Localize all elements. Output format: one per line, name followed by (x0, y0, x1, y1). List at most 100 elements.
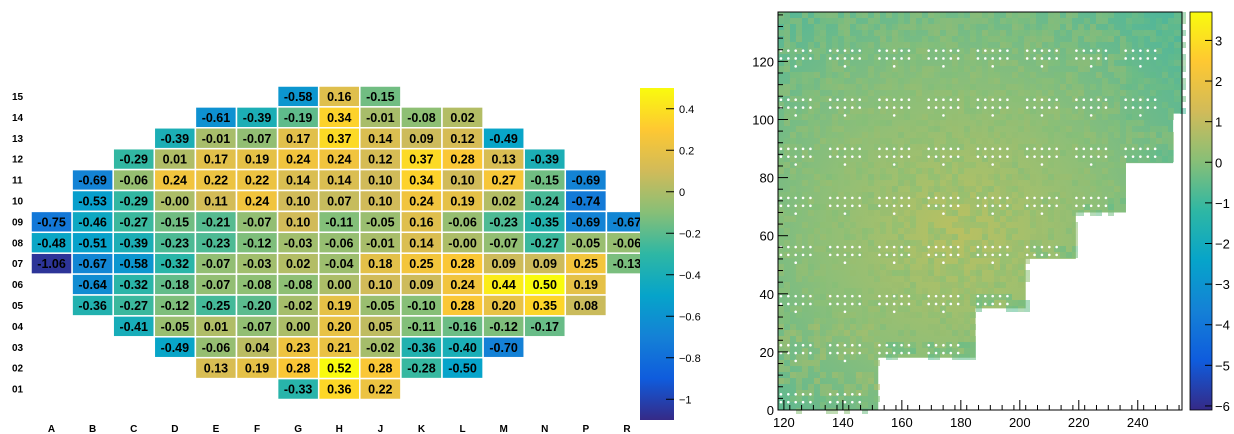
map-pixel (952, 282, 958, 288)
map-pixel (802, 126, 808, 132)
map-pixel (1096, 108, 1102, 114)
map-pixel (958, 18, 964, 24)
cell-value: 0.28 (450, 257, 474, 271)
map-pixel (892, 144, 898, 150)
map-pixel (790, 252, 796, 258)
map-pixel (1018, 78, 1024, 84)
map-pixel (1030, 24, 1036, 30)
map-pixel (898, 42, 904, 48)
map-pixel (844, 72, 850, 78)
map-pixel (1108, 210, 1114, 216)
map-pixel (868, 42, 874, 48)
map-frame (777, 11, 1183, 411)
map-pixel (934, 354, 940, 360)
map-pixel (964, 186, 970, 192)
map-pixel (946, 198, 952, 204)
map-pixel (976, 18, 982, 24)
map-pixel (916, 12, 922, 18)
map-pixel (898, 282, 904, 288)
map-pixel (946, 162, 952, 168)
map-dot (851, 400, 854, 404)
map-pixel (808, 126, 814, 132)
map-pixel (1072, 180, 1078, 186)
map-pixel (1150, 90, 1156, 96)
map-dot (1104, 155, 1108, 158)
map-pixel (832, 372, 838, 378)
map-pixel (820, 342, 826, 348)
map-pixel (1132, 150, 1138, 156)
map-pixel (952, 156, 958, 162)
map-pixel (844, 330, 850, 336)
map-pixel (1156, 84, 1162, 90)
map-pixel (1120, 78, 1126, 84)
map-pixel (820, 348, 826, 354)
map-pixel (988, 294, 994, 300)
map-pixel (910, 126, 916, 132)
map-pixel (1030, 90, 1036, 96)
map-pixel (946, 36, 952, 42)
map-pixel (1006, 12, 1012, 18)
map-dot (809, 253, 812, 257)
map-dot (787, 147, 790, 151)
map-pixel (844, 384, 850, 390)
map-pixel (892, 186, 898, 192)
map-pixel (862, 234, 868, 240)
map-pixel (796, 396, 802, 402)
map-dot (1146, 155, 1150, 158)
map-pixel (838, 192, 844, 198)
map-pixel (958, 138, 964, 144)
map-dot (809, 106, 812, 109)
map-pixel (1036, 126, 1042, 132)
map-pixel (1048, 216, 1054, 222)
cell-value: -0.29 (120, 194, 149, 208)
cell-value: -0.01 (202, 132, 231, 146)
map-pixel (862, 156, 868, 162)
map-pixel (814, 336, 820, 342)
map-pixel (868, 198, 874, 204)
map-dot (900, 196, 903, 200)
cell-value: -0.12 (161, 299, 190, 313)
map-pixel (916, 48, 922, 54)
map-pixel (838, 126, 844, 132)
map-dot (1025, 147, 1029, 151)
map-pixel (946, 18, 952, 24)
cell-value: 0.14 (409, 236, 433, 250)
cell-value: -0.00 (448, 236, 477, 250)
map-pixel (1168, 138, 1174, 144)
map-pixel (1042, 138, 1048, 144)
map-pixel (784, 210, 790, 216)
map-pixel (970, 216, 976, 222)
map-dot (1097, 204, 1100, 208)
map-dot (934, 253, 938, 257)
map-pixel (988, 36, 994, 42)
map-pixel (832, 18, 838, 24)
map-pixel (784, 30, 790, 36)
map-pixel (826, 306, 832, 312)
map-pixel (922, 306, 928, 312)
cell-value: -0.05 (572, 236, 601, 250)
map-pixel (994, 72, 1000, 78)
map-pixel (928, 354, 934, 360)
cell-value: -0.07 (489, 236, 518, 250)
map-pixel (868, 336, 874, 342)
map-pixel (844, 138, 850, 144)
cell-value: -0.40 (448, 341, 477, 355)
map-dot (779, 196, 783, 200)
map-pixel (868, 354, 874, 360)
cell-value: -0.53 (78, 194, 107, 208)
map-pixel (1096, 150, 1102, 156)
map-pixel (844, 144, 850, 150)
map-pixel (1054, 60, 1060, 66)
map-pixel (970, 48, 976, 54)
map-dot (1055, 155, 1058, 158)
map-pixel (1054, 72, 1060, 78)
map-dot (949, 155, 953, 158)
map-pixel (958, 168, 964, 174)
map-pixel (1126, 96, 1132, 102)
map-pixel (1126, 144, 1132, 150)
map-pixel (1132, 156, 1138, 162)
map-dot (1025, 98, 1029, 102)
map-pixel (886, 192, 892, 198)
map-dot (1082, 57, 1086, 60)
map-pixel (802, 84, 808, 90)
